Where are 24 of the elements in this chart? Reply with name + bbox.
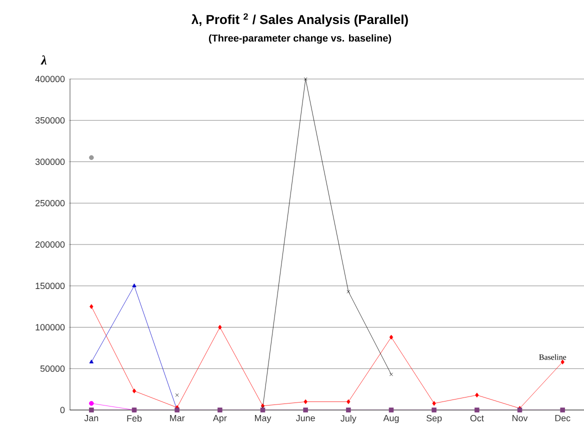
y-tick-label: 100000	[36, 324, 65, 330]
y-tick-label: 200000	[36, 241, 65, 248]
y-axis-title: λ	[40, 55, 47, 65]
x-tick-label: Mar	[170, 415, 185, 422]
y-tick-label: 0	[60, 406, 65, 414]
y-tick-label: 350000	[35, 117, 65, 124]
y-tick-label: 150000	[36, 282, 65, 290]
x-tick-label: Nov	[512, 415, 528, 422]
chart-title: λ, Profit $^{2}$ / Sales Analysis (Parallel)	[191, 13, 408, 27]
x-tick-label: May	[255, 415, 272, 424]
x-tick-label: Jan	[84, 415, 98, 422]
y-tick-label: 300000	[35, 158, 65, 165]
y-tick-label: 400000	[35, 76, 65, 82]
x-tick-label: Aug	[383, 415, 399, 424]
x-tick-label: Dec	[555, 415, 570, 422]
x-tick-label: Oct	[470, 415, 484, 422]
x-tick-label: Feb	[127, 415, 142, 422]
x-tick-label: June	[296, 415, 315, 422]
x-tick-label: Sep	[426, 415, 442, 424]
x-tick-label: July	[340, 415, 356, 424]
y-tick-label: 50000	[40, 365, 65, 372]
chart-subtitle: (Three-parameter change vs. baseline)	[208, 34, 392, 44]
y-tick-label: 250000	[36, 200, 65, 206]
x-tick-label: Apr	[212, 415, 227, 424]
